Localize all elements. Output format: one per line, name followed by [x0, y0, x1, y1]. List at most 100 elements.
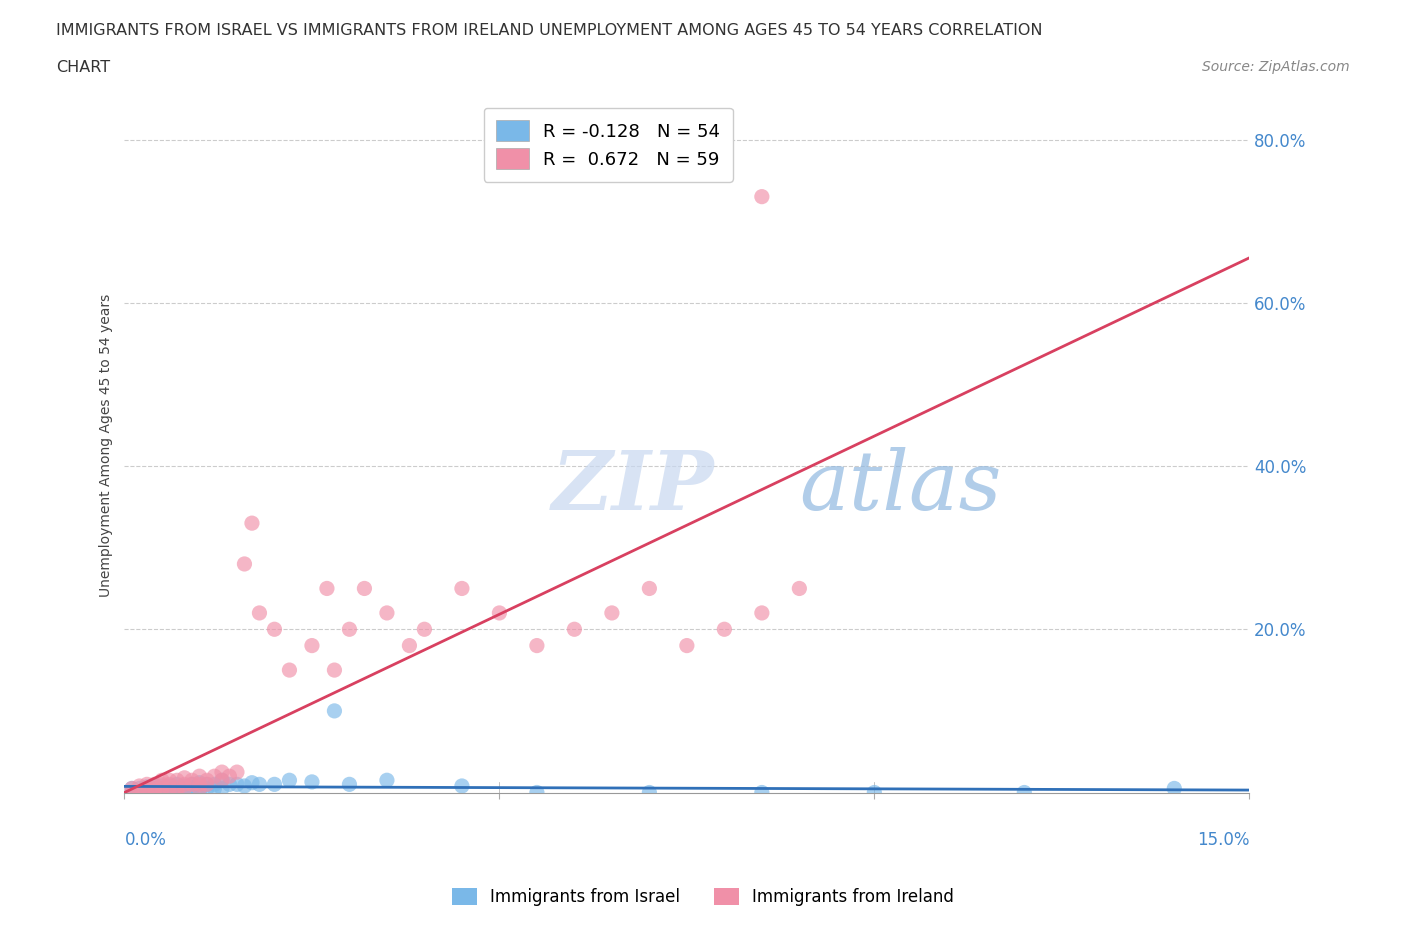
Point	[301, 775, 323, 790]
Point	[128, 785, 150, 800]
Point	[751, 189, 773, 204]
Point	[339, 622, 361, 637]
Point	[166, 783, 188, 798]
Text: atlas: atlas	[800, 447, 1001, 527]
Point	[173, 770, 195, 785]
Point	[150, 781, 173, 796]
Point	[166, 777, 188, 791]
Text: 0.0%: 0.0%	[125, 830, 166, 849]
Point	[339, 777, 361, 791]
Point	[188, 781, 211, 796]
Point	[150, 785, 173, 800]
Point	[204, 777, 226, 791]
Point	[188, 781, 211, 796]
Point	[375, 605, 398, 620]
Point	[181, 777, 204, 791]
Point	[398, 638, 420, 653]
Point	[143, 781, 166, 796]
Point	[240, 776, 263, 790]
Text: CHART: CHART	[56, 60, 110, 75]
Point	[173, 777, 195, 791]
Point	[181, 783, 204, 798]
Point	[181, 773, 204, 788]
Legend: R = -0.128   N = 54, R =  0.672   N = 59: R = -0.128 N = 54, R = 0.672 N = 59	[484, 108, 733, 182]
Point	[1014, 785, 1036, 800]
Point	[713, 622, 735, 637]
Point	[526, 785, 548, 800]
Point	[195, 777, 218, 791]
Point	[173, 781, 195, 796]
Point	[323, 663, 346, 678]
Text: Source: ZipAtlas.com: Source: ZipAtlas.com	[1202, 60, 1350, 74]
Point	[181, 780, 204, 795]
Point	[136, 781, 159, 796]
Text: 15.0%: 15.0%	[1197, 830, 1250, 849]
Point	[150, 783, 173, 798]
Point	[249, 777, 271, 791]
Point	[173, 781, 195, 796]
Point	[353, 581, 375, 596]
Point	[121, 785, 143, 800]
Point	[143, 781, 166, 796]
Point	[204, 781, 226, 796]
Point	[600, 605, 623, 620]
Point	[136, 783, 159, 798]
Point	[751, 785, 773, 800]
Point	[278, 663, 301, 678]
Text: ZIP: ZIP	[553, 447, 714, 527]
Point	[204, 769, 226, 784]
Point	[249, 605, 271, 620]
Point	[188, 776, 211, 790]
Point	[211, 764, 233, 779]
Point	[159, 773, 181, 788]
Y-axis label: Unemployment Among Ages 45 to 54 years: Unemployment Among Ages 45 to 54 years	[100, 294, 114, 597]
Point	[676, 638, 699, 653]
Point	[218, 777, 240, 791]
Point	[150, 785, 173, 800]
Point	[173, 778, 195, 793]
Point	[375, 773, 398, 788]
Point	[233, 556, 256, 571]
Point	[263, 777, 285, 791]
Point	[136, 779, 159, 794]
Point	[564, 622, 586, 637]
Point	[188, 785, 211, 800]
Point	[323, 703, 346, 718]
Point	[166, 780, 188, 795]
Point	[211, 781, 233, 796]
Point	[451, 778, 474, 793]
Point	[128, 778, 150, 793]
Point	[128, 785, 150, 800]
Point	[181, 777, 204, 791]
Point	[166, 785, 188, 800]
Point	[526, 638, 548, 653]
Point	[301, 638, 323, 653]
Point	[159, 782, 181, 797]
Point	[451, 581, 474, 596]
Point	[159, 781, 181, 796]
Point	[136, 777, 159, 791]
Point	[159, 785, 181, 800]
Point	[195, 773, 218, 788]
Point	[136, 785, 159, 800]
Point	[121, 785, 143, 800]
Point	[278, 773, 301, 788]
Point	[218, 769, 240, 784]
Point	[150, 777, 173, 791]
Point	[263, 622, 285, 637]
Point	[143, 785, 166, 800]
Point	[173, 785, 195, 800]
Point	[413, 622, 436, 637]
Point	[488, 605, 510, 620]
Point	[789, 581, 811, 596]
Point	[233, 778, 256, 793]
Point	[195, 777, 218, 791]
Legend: Immigrants from Israel, Immigrants from Ireland: Immigrants from Israel, Immigrants from …	[446, 881, 960, 912]
Point	[195, 781, 218, 796]
Point	[166, 773, 188, 788]
Point	[188, 769, 211, 784]
Point	[188, 777, 211, 791]
Point	[159, 777, 181, 791]
Point	[136, 785, 159, 800]
Text: IMMIGRANTS FROM ISRAEL VS IMMIGRANTS FROM IRELAND UNEMPLOYMENT AMONG AGES 45 TO : IMMIGRANTS FROM ISRAEL VS IMMIGRANTS FRO…	[56, 23, 1043, 38]
